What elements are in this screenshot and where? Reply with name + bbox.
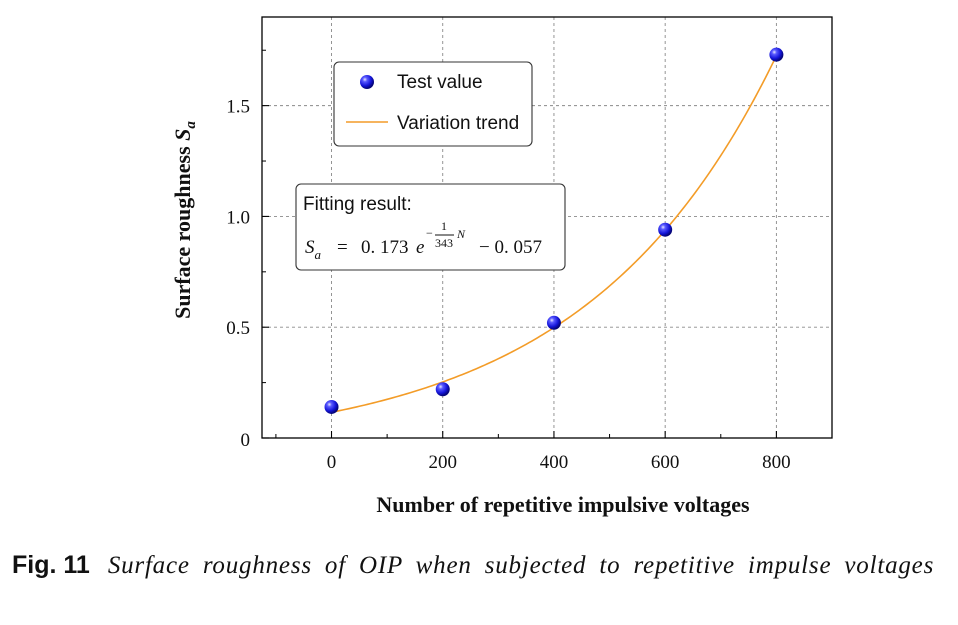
fitting-title: Fitting result: [303, 194, 412, 215]
data-point [769, 47, 784, 62]
data-point [435, 382, 450, 397]
eq-equals: = [337, 237, 348, 258]
y-tick-label: 1.5 [226, 97, 250, 118]
eq-exp-denominator: 343 [435, 236, 453, 250]
x-tick-labels: 0 200 400 600 800 [327, 452, 791, 473]
legend-label-test-value: Test value [397, 72, 483, 93]
x-axis-title: Number of repetitive impulsive voltages [376, 492, 750, 517]
y-tick-label: 0.5 [226, 318, 250, 339]
x-tick-label: 0 [327, 452, 337, 473]
x-tick-label: 400 [540, 452, 569, 473]
y-axis-title: Surface roughness Sa [170, 121, 199, 319]
eq-lhs: Sa [305, 237, 322, 262]
y-tick-label: 0 [241, 430, 251, 451]
data-point [546, 315, 561, 330]
eq-coefficient: 0. 173 [361, 237, 409, 258]
eq-exp-sign: − [426, 226, 433, 240]
y-tick-label: 1.0 [226, 207, 250, 228]
x-tick-label: 200 [428, 452, 457, 473]
figure-caption: Fig. 11 Surface roughness of OIP when sub… [12, 546, 950, 585]
caption-text: Surface roughness of OIP when subjected … [107, 552, 935, 579]
legend-point-marker [360, 75, 374, 89]
test-value-points [324, 47, 784, 414]
caption-number: Fig. 11 [12, 551, 90, 579]
x-tick-label: 600 [651, 452, 680, 473]
eq-exp-variable: N [456, 227, 466, 241]
data-point [324, 399, 339, 414]
legend: Test value Variation trend [333, 61, 533, 147]
plot-frame [261, 16, 833, 439]
legend-box [333, 61, 533, 147]
fitting-result-box: Fitting result: Sa = 0. 173 e − 1 343 N … [295, 183, 566, 271]
y-tick-labels: 0 0.5 1.0 1.5 [226, 97, 250, 451]
eq-base: e [416, 237, 424, 258]
axis-ticks [262, 49, 777, 439]
fitting-box-frame [295, 183, 566, 271]
eq-constant: − 0. 057 [479, 237, 542, 258]
data-point [658, 222, 673, 237]
fit-equation: Sa = 0. 173 e − 1 343 N − 0. 057 [305, 219, 542, 262]
x-tick-label: 800 [762, 452, 791, 473]
legend-label-variation-trend: Variation trend [397, 113, 519, 134]
chart: 0 200 400 600 800 0 0.5 1.0 1.5 Number of repet… [170, 16, 833, 517]
eq-exp-numerator: 1 [441, 219, 447, 233]
